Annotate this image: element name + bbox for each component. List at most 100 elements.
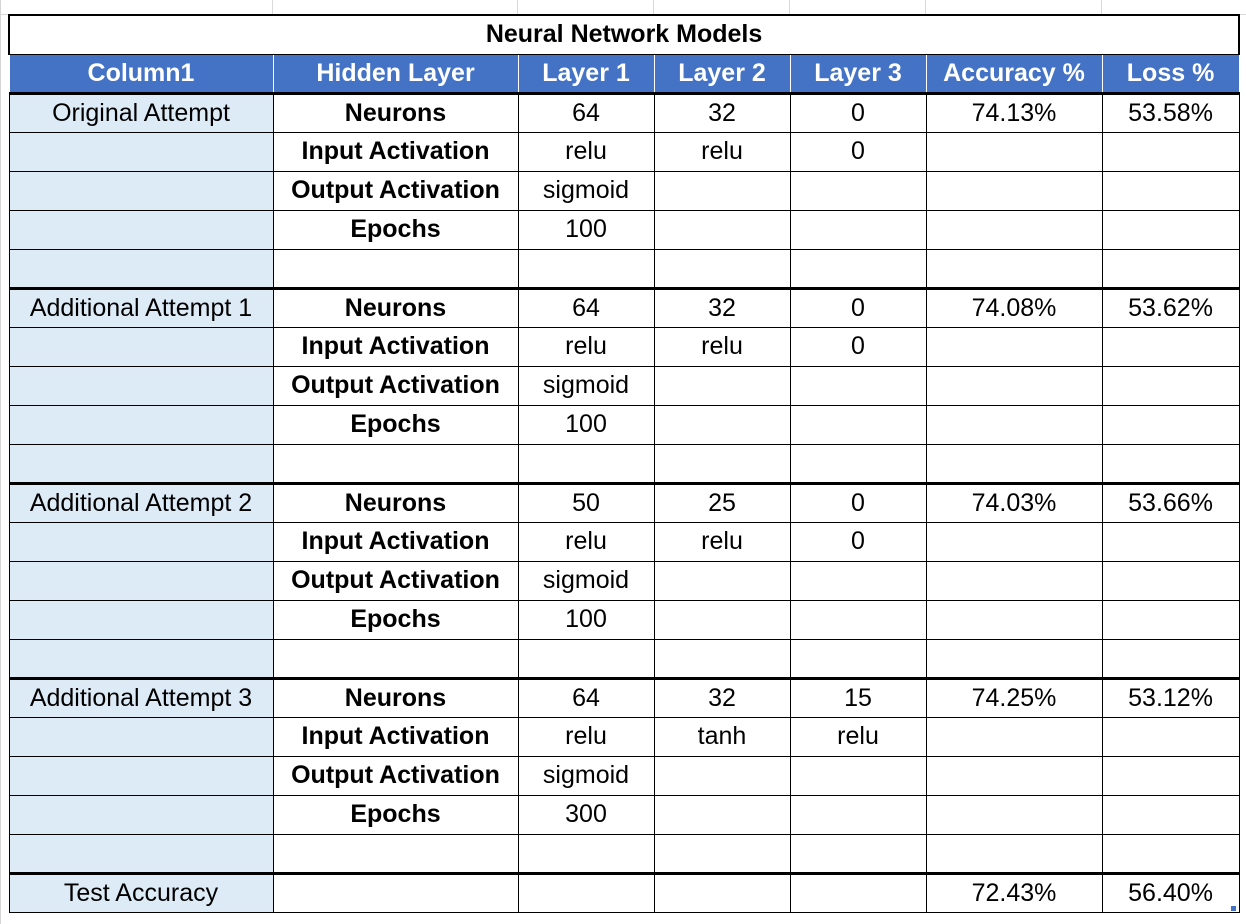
param-name-cell[interactable]: Neurons [272, 481, 519, 523]
empty-cell[interactable] [789, 871, 927, 913]
param-name-cell[interactable]: Neurons [272, 286, 519, 328]
loss-cell[interactable] [1101, 560, 1240, 601]
param-name-cell[interactable]: Neurons [272, 676, 519, 718]
layer-1-cell[interactable]: 50 [517, 481, 655, 523]
empty-cell[interactable] [517, 833, 655, 874]
accuracy-cell[interactable] [925, 404, 1103, 445]
layer-3-cell[interactable]: 0 [789, 481, 927, 523]
layer-3-cell[interactable] [789, 794, 927, 835]
layer-1-cell[interactable]: relu [517, 716, 655, 757]
layer-3-cell[interactable] [789, 599, 927, 640]
layer-1-cell[interactable]: sigmoid [517, 560, 655, 601]
layer-3-cell[interactable]: 0 [789, 326, 927, 367]
attempt-name-cell[interactable] [8, 560, 274, 601]
loss-cell[interactable]: 53.58% [1101, 91, 1240, 133]
layer-2-cell[interactable]: relu [653, 326, 791, 367]
empty-cell[interactable] [925, 443, 1103, 484]
loss-cell[interactable] [1101, 599, 1240, 640]
attempt-name-cell[interactable] [8, 209, 274, 250]
layer-2-cell[interactable]: 32 [653, 91, 791, 133]
loss-cell[interactable]: 53.66% [1101, 481, 1240, 523]
empty-cell[interactable] [517, 443, 655, 484]
param-name-cell[interactable]: Input Activation [272, 326, 519, 367]
header-loss[interactable]: Loss % [1101, 53, 1240, 94]
accuracy-cell[interactable] [925, 365, 1103, 406]
attempt-name-cell[interactable] [8, 638, 274, 679]
attempt-name-cell[interactable] [8, 326, 274, 367]
attempt-name-cell[interactable] [8, 404, 274, 445]
accuracy-cell[interactable]: 74.13% [925, 91, 1103, 133]
loss-cell[interactable] [1101, 170, 1240, 211]
loss-cell[interactable] [1101, 131, 1240, 172]
layer-2-cell[interactable] [653, 404, 791, 445]
loss-cell[interactable] [1101, 716, 1240, 757]
layer-3-cell[interactable] [789, 560, 927, 601]
layer-2-cell[interactable]: relu [653, 131, 791, 172]
accuracy-cell[interactable] [925, 794, 1103, 835]
layer-1-cell[interactable]: relu [517, 326, 655, 367]
layer-2-cell[interactable] [653, 755, 791, 796]
header-layer-2[interactable]: Layer 2 [653, 53, 791, 94]
layer-1-cell[interactable]: relu [517, 131, 655, 172]
layer-3-cell[interactable]: 15 [789, 676, 927, 718]
layer-2-cell[interactable] [653, 560, 791, 601]
test-accuracy-value[interactable]: 72.43% [925, 871, 1103, 913]
loss-cell[interactable] [1101, 521, 1240, 562]
param-name-cell[interactable]: Output Activation [272, 365, 519, 406]
empty-cell[interactable] [925, 248, 1103, 289]
layer-2-cell[interactable]: relu [653, 521, 791, 562]
layer-1-cell[interactable]: 300 [517, 794, 655, 835]
layer-3-cell[interactable] [789, 755, 927, 796]
accuracy-cell[interactable] [925, 755, 1103, 796]
empty-cell[interactable] [1101, 248, 1240, 289]
attempt-name-cell[interactable]: Additional Attempt 3 [8, 676, 274, 718]
test-accuracy-label[interactable]: Test Accuracy [8, 871, 274, 913]
param-name-cell[interactable]: Input Activation [272, 521, 519, 562]
accuracy-cell[interactable] [925, 131, 1103, 172]
accuracy-cell[interactable] [925, 521, 1103, 562]
empty-cell[interactable] [272, 638, 519, 679]
loss-cell[interactable] [1101, 755, 1240, 796]
layer-1-cell[interactable]: relu [517, 521, 655, 562]
layer-1-cell[interactable]: sigmoid [517, 170, 655, 211]
loss-cell[interactable]: 53.12% [1101, 676, 1240, 718]
layer-2-cell[interactable] [653, 209, 791, 250]
accuracy-cell[interactable]: 74.25% [925, 676, 1103, 718]
attempt-name-cell[interactable] [8, 521, 274, 562]
attempt-name-cell[interactable] [8, 794, 274, 835]
empty-cell[interactable] [653, 833, 791, 874]
param-name-cell[interactable]: Epochs [272, 599, 519, 640]
layer-3-cell[interactable]: 0 [789, 91, 927, 133]
param-name-cell[interactable]: Epochs [272, 209, 519, 250]
empty-cell[interactable] [789, 638, 927, 679]
param-name-cell[interactable]: Epochs [272, 404, 519, 445]
attempt-name-cell[interactable] [8, 599, 274, 640]
layer-2-cell[interactable]: tanh [653, 716, 791, 757]
param-name-cell[interactable]: Epochs [272, 794, 519, 835]
layer-3-cell[interactable] [789, 209, 927, 250]
attempt-name-cell[interactable] [8, 365, 274, 406]
empty-cell[interactable] [272, 833, 519, 874]
layer-3-cell[interactable]: relu [789, 716, 927, 757]
layer-2-cell[interactable]: 32 [653, 286, 791, 328]
empty-cell[interactable] [653, 638, 791, 679]
empty-cell[interactable] [653, 443, 791, 484]
empty-cell[interactable] [272, 443, 519, 484]
layer-1-cell[interactable]: 64 [517, 286, 655, 328]
loss-cell[interactable] [1101, 794, 1240, 835]
layer-3-cell[interactable]: 0 [789, 131, 927, 172]
attempt-name-cell[interactable] [8, 716, 274, 757]
accuracy-cell[interactable] [925, 599, 1103, 640]
accuracy-cell[interactable] [925, 716, 1103, 757]
empty-cell[interactable] [1101, 638, 1240, 679]
attempt-name-cell[interactable] [8, 131, 274, 172]
empty-cell[interactable] [653, 248, 791, 289]
param-name-cell[interactable]: Output Activation [272, 170, 519, 211]
attempt-name-cell[interactable] [8, 170, 274, 211]
layer-1-cell[interactable]: sigmoid [517, 755, 655, 796]
param-name-cell[interactable]: Output Activation [272, 755, 519, 796]
layer-1-cell[interactable]: 64 [517, 91, 655, 133]
empty-cell[interactable] [272, 248, 519, 289]
empty-cell[interactable] [789, 833, 927, 874]
loss-cell[interactable]: 53.62% [1101, 286, 1240, 328]
